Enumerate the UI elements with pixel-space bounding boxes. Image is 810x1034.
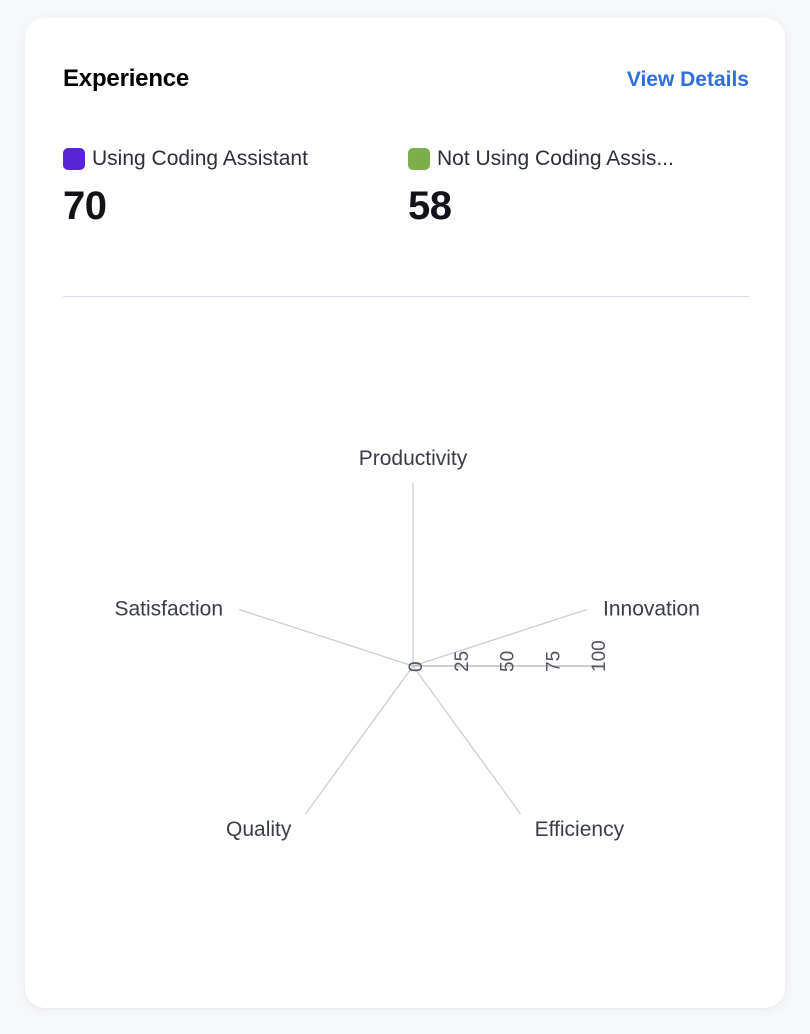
view-details-link[interactable]: View Details xyxy=(626,68,749,91)
axis-label-productivity: Productivity xyxy=(359,447,468,470)
stat-value: 70 xyxy=(63,184,107,228)
radar-chart-svg: 0 25 50 75 100 Productivity Innovation Efficien… xyxy=(114,447,700,841)
radial-tick-label: 50 xyxy=(498,651,519,672)
card-header: Experience View Details xyxy=(63,65,749,99)
page-title: Experience xyxy=(63,65,190,92)
square-swatch-icon xyxy=(63,148,85,170)
radar-chart: 0 25 50 75 100 Productivity Innovation Efficien… xyxy=(25,318,785,1008)
legend-item: Using Coding Assistant xyxy=(63,144,408,174)
stat-value: 58 xyxy=(408,184,452,228)
axis-label-quality: Quality xyxy=(226,818,292,841)
experience-card: Experience View Details Using Coding Ass… xyxy=(25,18,785,1008)
legend-item: Not Using Coding Assis... xyxy=(408,144,753,174)
radial-tick-label: 100 xyxy=(589,640,610,672)
stat-using-coding-assistant: Using Coding Assistant 70 xyxy=(63,144,408,226)
radial-tick-label: 0 xyxy=(406,661,427,672)
radial-tick-label: 25 xyxy=(452,651,473,672)
legend-label: Using Coding Assistant xyxy=(92,147,308,170)
radial-tick-label: 75 xyxy=(543,651,564,672)
stats-row: Using Coding Assistant 70 Not Using Codi… xyxy=(63,144,753,226)
axis-label-efficiency: Efficiency xyxy=(535,818,625,841)
stat-not-using-coding-assistant: Not Using Coding Assis... 58 xyxy=(408,144,753,226)
section-divider xyxy=(63,296,749,297)
square-swatch-icon xyxy=(408,148,430,170)
axis-label-innovation: Innovation xyxy=(603,597,700,620)
legend-label: Not Using Coding Assis... xyxy=(437,147,674,170)
axis-label-satisfaction: Satisfaction xyxy=(114,597,223,620)
